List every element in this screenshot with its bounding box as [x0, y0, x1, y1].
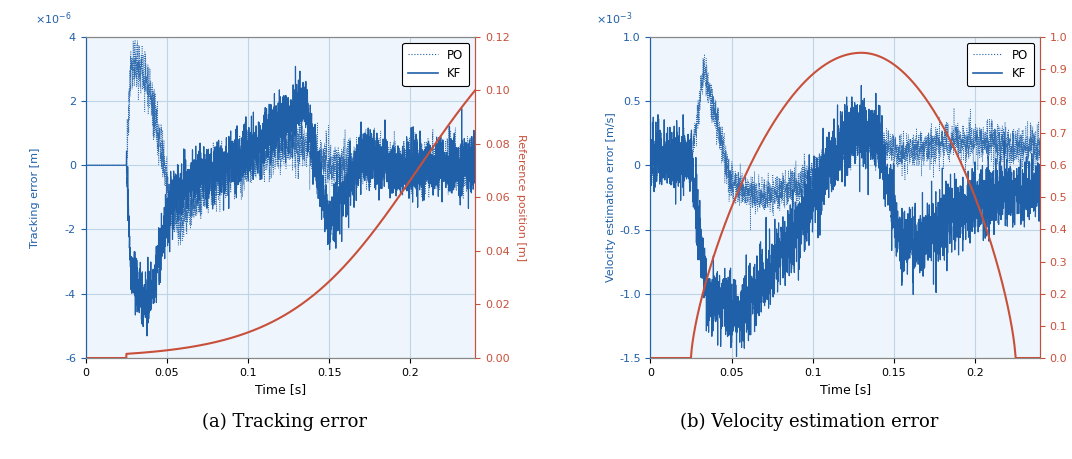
KF	[854, 83, 867, 88]
Line: KF: KF	[651, 85, 1040, 356]
X-axis label: Time [s]: Time [s]	[820, 383, 870, 396]
X-axis label: Time [s]: Time [s]	[255, 383, 306, 396]
PO	[984, 132, 997, 138]
PO	[79, 162, 92, 168]
KF	[140, 333, 153, 339]
Line: PO: PO	[86, 40, 475, 245]
PO	[245, 140, 258, 146]
Text: $\times 10^{-3}$: $\times 10^{-3}$	[596, 11, 632, 27]
PO	[644, 149, 657, 154]
Text: $\times 10^{-6}$: $\times 10^{-6}$	[35, 11, 72, 27]
Y-axis label: Reference position [m]: Reference position [m]	[517, 134, 526, 261]
KF	[644, 175, 657, 180]
Line: KF: KF	[86, 67, 475, 336]
KF	[1033, 175, 1046, 180]
KF	[712, 303, 725, 309]
PO	[810, 162, 823, 167]
PO	[688, 120, 701, 126]
KF	[730, 353, 743, 359]
KF	[793, 209, 806, 214]
PO	[419, 162, 432, 168]
PO	[461, 161, 474, 166]
KF	[468, 165, 481, 170]
PO	[793, 185, 806, 190]
PO	[172, 242, 184, 248]
PO	[712, 106, 725, 112]
KF	[688, 196, 701, 201]
PO	[1026, 135, 1039, 141]
PO	[468, 175, 481, 181]
PO	[698, 51, 711, 57]
Legend: PO, KF: PO, KF	[402, 43, 470, 86]
Y-axis label: Tracking error [m]: Tracking error [m]	[30, 147, 40, 247]
KF	[984, 170, 997, 175]
Line: PO: PO	[651, 54, 1040, 230]
KF	[123, 248, 136, 253]
KF	[289, 64, 302, 69]
KF	[461, 153, 474, 159]
PO	[1033, 152, 1046, 158]
Y-axis label: Velocity estimation error [m/s]: Velocity estimation error [m/s]	[607, 112, 616, 282]
PO	[147, 138, 160, 143]
KF	[228, 191, 241, 196]
Legend: PO, KF: PO, KF	[967, 43, 1033, 86]
KF	[79, 162, 92, 168]
KF	[147, 269, 160, 274]
KF	[245, 149, 258, 154]
PO	[129, 37, 142, 43]
Text: (a) Tracking error: (a) Tracking error	[202, 413, 367, 431]
KF	[1026, 190, 1039, 196]
PO	[229, 163, 242, 168]
PO	[123, 94, 136, 99]
KF	[810, 165, 823, 171]
Text: (b) Velocity estimation error: (b) Velocity estimation error	[680, 413, 939, 431]
PO	[744, 227, 757, 233]
KF	[419, 144, 432, 150]
